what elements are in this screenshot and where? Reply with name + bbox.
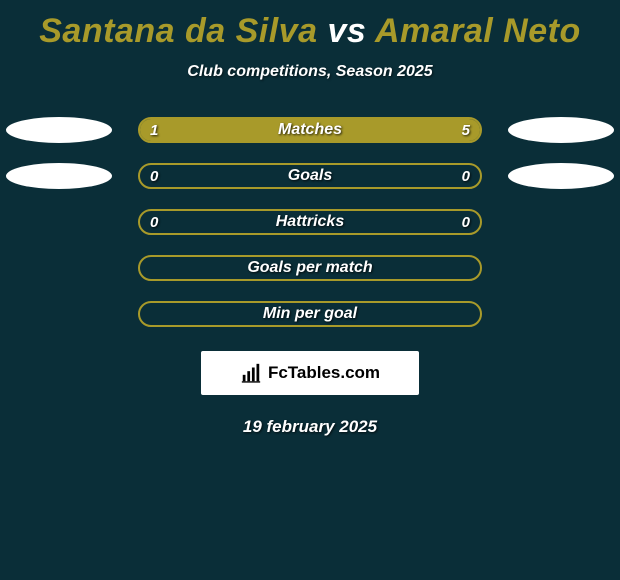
stat-bar: Min per goal <box>138 301 482 327</box>
bar-chart-icon <box>240 362 262 384</box>
brand-text: FcTables.com <box>268 363 380 383</box>
player1-pill <box>6 117 112 143</box>
stat-bar: 15Matches <box>138 117 482 143</box>
player2-pill <box>508 163 614 189</box>
stat-label: Hattricks <box>140 211 480 233</box>
stat-bar: 00Goals <box>138 163 482 189</box>
stat-label: Min per goal <box>140 303 480 325</box>
stat-row: Min per goal <box>0 301 620 327</box>
stat-row: Goals per match <box>0 255 620 281</box>
stat-row: 00Goals <box>0 163 620 189</box>
page-title: Santana da Silva vs Amaral Neto <box>0 0 620 51</box>
stat-row: 00Hattricks <box>0 209 620 235</box>
stat-bar: 00Hattricks <box>138 209 482 235</box>
player1-name: Santana da Silva <box>39 12 317 50</box>
player2-name: Amaral Neto <box>375 12 581 50</box>
player1-pill <box>6 163 112 189</box>
stat-rows: 15Matches 00Goals 00Hattricks Goals per mat… <box>0 117 620 327</box>
stat-label: Goals <box>140 165 480 187</box>
vs-separator: vs <box>327 12 366 50</box>
subtitle: Club competitions, Season 2025 <box>0 63 620 81</box>
stat-label: Matches <box>140 119 480 141</box>
date-label: 19 february 2025 <box>0 417 620 437</box>
player2-pill <box>508 117 614 143</box>
brand-badge: FcTables.com <box>201 351 419 395</box>
stat-bar: Goals per match <box>138 255 482 281</box>
stat-row: 15Matches <box>0 117 620 143</box>
stat-label: Goals per match <box>140 257 480 279</box>
